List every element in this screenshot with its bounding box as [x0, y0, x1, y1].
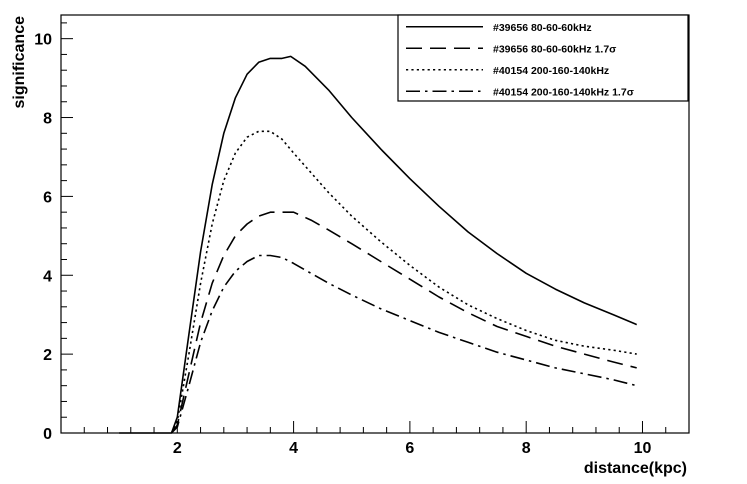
y-tick-label: 6 [43, 189, 52, 206]
plot-frame [60, 14, 690, 434]
legend-label-1: #39656 80-60-60kHz [493, 22, 592, 34]
legend-label-4: #40154 200-160-140kHz 1.7σ [493, 86, 634, 98]
legend-box [397, 14, 689, 102]
axes-layer [60, 14, 690, 434]
y-tick-label: 0 [43, 426, 52, 443]
y-tick-label: 2 [43, 347, 52, 364]
axis-titles: distance(kpc) significance [11, 16, 687, 477]
series-line-1 [119, 55, 638, 434]
series-line-2 [170, 211, 637, 434]
legend-label-3: #40154 200-160-140kHz [493, 65, 609, 77]
series-layer [119, 55, 638, 434]
series-line-3 [170, 130, 637, 434]
series-line-4 [170, 254, 637, 434]
y-tick-label: 4 [43, 268, 52, 285]
x-tick-label: 8 [522, 440, 531, 457]
x-tick-label: 6 [405, 440, 414, 457]
x-tick-label: 2 [173, 440, 182, 457]
ticks-layer: 2 4 6 8 10 0 2 4 6 8 10 [34, 22, 690, 457]
x-tick-label: 4 [289, 440, 298, 457]
y-axis-title: significance [11, 16, 28, 109]
y-tick-label: 10 [34, 32, 52, 49]
x-tick-label: 10 [634, 440, 652, 457]
x-axis-title: distance(kpc) [584, 460, 687, 477]
y-tick-label: 8 [43, 111, 52, 128]
legend: #39656 80-60-60kHz #39656 80-60-60kHz 1.7… [397, 14, 689, 102]
legend-label-2: #39656 80-60-60kHz 1.7σ [493, 43, 616, 55]
